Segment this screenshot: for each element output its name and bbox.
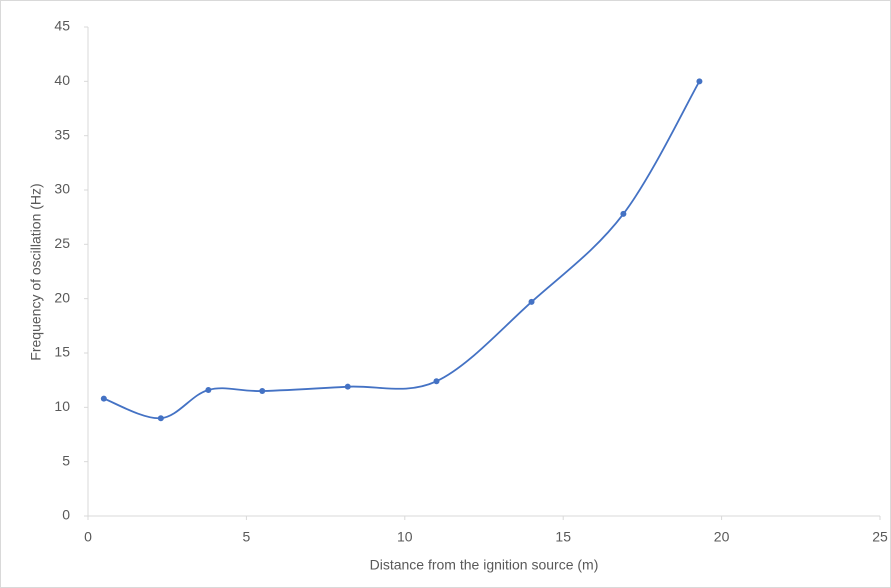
y-tick-label: 0 (62, 507, 70, 523)
x-tick-label: 20 (714, 529, 730, 545)
data-point (696, 78, 703, 85)
data-point (433, 378, 440, 385)
y-tick-label: 20 (54, 289, 70, 305)
data-point (100, 395, 107, 402)
data-point (157, 415, 164, 422)
y-tick-label: 40 (54, 72, 70, 88)
x-tick-label: 10 (397, 529, 413, 545)
x-tick-label: 15 (555, 529, 571, 545)
y-tick-label: 30 (54, 181, 70, 197)
y-tick-label: 10 (54, 398, 70, 414)
x-tick-label: 25 (872, 529, 888, 545)
data-point (620, 210, 627, 217)
x-axis-title: Distance from the ignition source (m) (370, 557, 599, 573)
data-point (259, 388, 266, 395)
y-tick-label: 5 (62, 452, 70, 468)
x-tick-label: 5 (243, 529, 251, 545)
y-tick-label: 45 (54, 18, 70, 34)
x-tick-label: 0 (84, 529, 92, 545)
data-point (344, 383, 351, 390)
y-tick-label: 35 (54, 126, 70, 142)
y-tick-label: 15 (54, 344, 70, 360)
data-point (205, 386, 212, 393)
data-point (528, 298, 535, 305)
y-axis-title: Frequency of oscillation (Hz) (28, 183, 44, 360)
y-tick-label: 25 (54, 235, 70, 251)
